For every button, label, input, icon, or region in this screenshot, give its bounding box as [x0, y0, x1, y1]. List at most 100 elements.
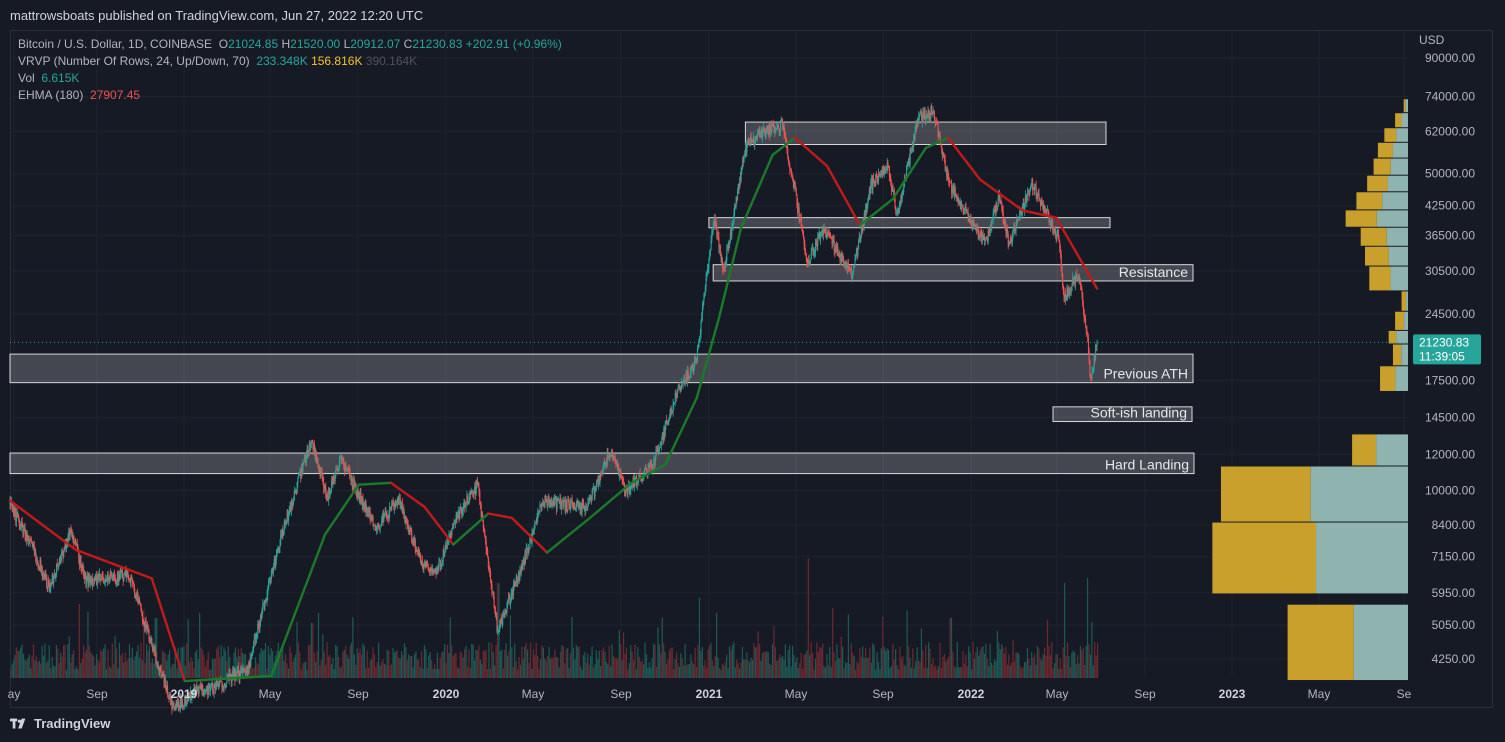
- candle-body: [469, 493, 471, 498]
- candle-body: [194, 687, 196, 694]
- ehma-label[interactable]: EHMA (180): [18, 88, 84, 102]
- footer-brand[interactable]: TradingView: [10, 716, 110, 731]
- volume-bar: [505, 643, 507, 678]
- volume-bar: [854, 669, 857, 678]
- vrvp-label[interactable]: VRVP (Number Of Rows, 24, Up/Down, 70): [18, 54, 250, 68]
- volume-bar: [761, 652, 764, 678]
- candle-body: [663, 427, 665, 441]
- volume-bar: [674, 659, 676, 678]
- candle-body: [1067, 288, 1069, 297]
- volume-bar: [1008, 654, 1010, 678]
- volume-bar: [976, 646, 978, 678]
- price-axis[interactable]: USD90000.0074000.0062000.0050000.0042500…: [1413, 33, 1481, 666]
- candle-body: [481, 514, 483, 516]
- candle-body: [290, 499, 293, 511]
- candle-body: [730, 232, 732, 236]
- volume-bar: [597, 659, 599, 678]
- candle-body: [859, 236, 861, 242]
- candle-body: [305, 456, 307, 463]
- volume-bar: [610, 666, 612, 678]
- candle-body: [998, 191, 1000, 199]
- candle-body: [814, 251, 816, 253]
- ehma-segment: [695, 317, 721, 400]
- volume-bar: [60, 652, 62, 678]
- candle-body: [961, 204, 963, 209]
- volume-bar: [70, 662, 72, 678]
- candle-body: [54, 574, 56, 578]
- volume-bar: [595, 650, 597, 678]
- volume-bar: [170, 667, 172, 678]
- candle-body: [1053, 228, 1055, 230]
- candle-body: [590, 496, 593, 500]
- volume-bar: [554, 649, 556, 678]
- volume-bar: [602, 647, 605, 678]
- volume-bar: [863, 657, 865, 678]
- candle-body: [570, 500, 572, 510]
- candle-body: [842, 253, 844, 258]
- volume-bar: [1081, 650, 1083, 678]
- zone-box[interactable]: [9, 353, 1194, 384]
- candle-body: [197, 688, 199, 694]
- volume-bar: [640, 661, 642, 678]
- candle-body: [147, 626, 149, 629]
- volume-bar: [415, 651, 417, 678]
- volume-bar: [509, 615, 512, 678]
- vol-label[interactable]: Vol: [18, 71, 35, 85]
- candle-body: [1049, 221, 1052, 226]
- candle-body: [517, 575, 520, 580]
- candle-body: [267, 589, 269, 595]
- volume-bar: [80, 663, 82, 678]
- candle-body: [705, 277, 707, 288]
- volume-bar: [489, 669, 491, 678]
- candle-body: [651, 467, 653, 470]
- candle-body: [857, 249, 859, 256]
- candle-body: [691, 365, 694, 367]
- candle-body: [346, 467, 348, 471]
- candle-body: [1033, 187, 1035, 191]
- volume-bar: [157, 669, 159, 678]
- zone-box[interactable]: [1052, 406, 1193, 423]
- volume-bar: [960, 667, 963, 678]
- candle-body: [120, 571, 122, 573]
- candle-body: [699, 336, 701, 340]
- candle-body: [885, 169, 888, 171]
- candle-body: [221, 681, 223, 688]
- candle-body: [104, 579, 106, 583]
- volume-bar: [355, 664, 357, 678]
- volume-bar: [557, 657, 559, 678]
- candle-body: [616, 461, 618, 465]
- candle-body: [63, 551, 65, 557]
- volume-bar: [605, 661, 607, 678]
- candle-body: [702, 301, 704, 307]
- candle-body: [744, 155, 746, 157]
- volume-bar: [299, 652, 301, 678]
- candle-body: [338, 460, 340, 467]
- vp-bar-down: [1396, 330, 1408, 344]
- ehma-segment: [1054, 216, 1099, 290]
- time-axis[interactable]: ay Sep 2019 May Sep 2020 May Sep 2021 May Sep 2022 M…: [8, 687, 1412, 701]
- candle-body: [766, 128, 768, 133]
- candle-body: [220, 681, 222, 682]
- zone-box[interactable]: [708, 217, 1111, 229]
- symbol-title[interactable]: Bitcoin / U.S. Dollar, 1D, COINBASE: [18, 37, 213, 51]
- candle-body: [529, 537, 531, 549]
- candle-body: [186, 695, 188, 702]
- volume-bar: [61, 656, 63, 678]
- candle-body: [913, 135, 916, 139]
- volume-bar: [83, 645, 85, 678]
- volume-bar: [105, 669, 108, 678]
- volume-bar: [416, 659, 418, 678]
- volume-bar: [608, 645, 610, 678]
- candle-body: [1006, 229, 1008, 235]
- candle-body: [1003, 222, 1005, 224]
- candle-body: [1079, 279, 1081, 281]
- candle-body: [47, 579, 49, 589]
- candle-body: [288, 515, 290, 521]
- volume-bar: [379, 665, 381, 678]
- candle-body: [224, 685, 226, 687]
- volume-bar: [1084, 665, 1086, 678]
- volume-bar: [756, 646, 758, 678]
- volume-bar: [1072, 650, 1074, 678]
- candle-body: [484, 530, 486, 538]
